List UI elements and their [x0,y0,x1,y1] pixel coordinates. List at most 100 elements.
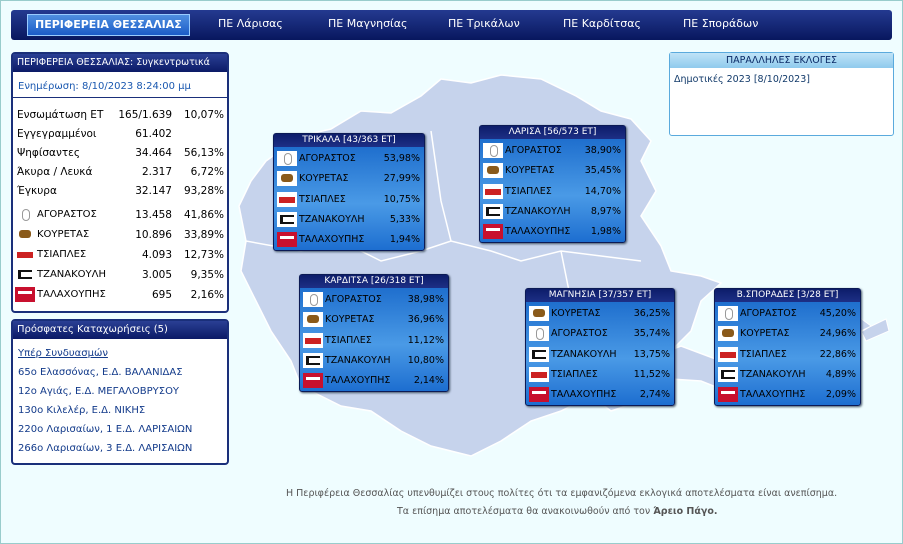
region-box[interactable]: ΜΑΓΝΗΣΙΑ [37/357 ΕΤ] ΚΟΥΡΕΤΑΣ 36,25% ΑΓΟΡΑΣ… [525,288,675,406]
region-box[interactable]: ΛΑΡΙΣΑ [56/573 ΕΤ] ΑΓΟΡΑΣΤΟΣ 38,90% ΚΟΥΡΕΤΑ… [479,125,626,243]
logo-mark [485,188,501,195]
candidate-logo [15,287,35,302]
logo-mark [487,166,499,175]
recent-item[interactable]: 12ο Αγιάς, Ε.Δ. ΜΕΓΑΛΟΒΡΥΣΟΥ [18,386,180,397]
recent-title: Πρόσφατες Καταχωρήσεις (5) [13,321,227,339]
candidate-name: ΤΣΙΑΠΛΕΣ [505,185,552,197]
candidate-logo [303,312,323,328]
region-box[interactable]: ΚΑΡΔΙΤΣΑ [26/318 ΕΤ] ΑΓΟΡΑΣΤΟΣ 38,98% ΚΟΥΡΕ… [299,274,449,392]
candidate-logo [303,332,323,348]
logo-mark [17,252,33,258]
logo-mark [721,369,735,379]
logo-mark [533,309,545,317]
logo-mark [532,349,546,359]
logo-mark [536,328,544,341]
candidate-pct: 2,74% [639,389,670,401]
candidate-pct: 11,12% [407,334,444,346]
candidate-logo [15,267,35,282]
footer-note: Η Περιφέρεια Θεσσαλίας υπενθυμίζει στους… [286,488,838,499]
candidate-logo [529,306,549,321]
logo-mark [486,206,500,216]
candidate-votes: 13.458 [135,209,172,221]
candidate-name: ΚΟΥΡΕΤΑΣ [505,165,555,177]
candidate-pct: 13,75% [633,348,670,360]
candidate-name: ΚΟΥΡΕΤΑΣ [740,328,790,340]
recent-item[interactable]: 65ο Ελασσόνας, Ε.Δ. ΒΑΛΑΝΙΔΑΣ [18,367,183,378]
divider [13,97,227,98]
logo-mark [18,291,32,294]
candidate-logo [483,183,503,199]
candidate-pct: 35,45% [584,165,621,177]
candidate-votes: 695 [151,289,172,301]
candidate-logo [529,366,549,382]
parallel-item[interactable]: Δημοτικές 2023 [8/10/2023] [674,74,810,85]
candidate-name: ΤΣΙΑΠΛΕΣ [37,249,87,260]
recent-item[interactable]: 130ο Κιλελέρ, Ε.Δ. ΝΙΚΗΣ [18,405,146,416]
candidate-logo [303,352,323,368]
logo-mark [19,230,31,238]
stat-label: Ψηφίσαντες [17,147,80,159]
parallel-panel: ΠΑΡΑΛΛΗΛΕΣ ΕΚΛΟΓΕΣ Δημοτικές 2023 [8/10/2… [669,52,894,136]
candidate-name: ΚΟΥΡΕΤΑΣ [299,173,349,185]
candidate-logo [303,292,323,307]
nav-tab[interactable]: ΠΕ Τρικάλων [448,17,520,30]
stat-label: Εγγεγραμμένοι [17,128,97,140]
nav-tab[interactable]: ΠΕ Σποράδων [683,17,759,30]
update-time: Ενημέρωση: 8/10/2023 8:24:00 μμ [18,81,191,92]
stat-label: Έγκυρα [17,185,57,197]
candidate-pct: 36,96% [407,314,444,326]
region-box[interactable]: ΤΡΙΚΑΛΑ [43/363 ΕΤ] ΑΓΟΡΑΣΤΟΣ 53,98% ΚΟΥΡΕΤ… [273,133,425,251]
candidate-logo [483,203,503,219]
recent-item[interactable]: 220ο Λαρισαίων, 1 Ε.Δ. ΛΑΡΙΣΑΙΩΝ [18,424,193,435]
nav-tab[interactable]: ΠΕ Λάρισας [218,17,283,30]
candidate-pct: 1,98% [590,226,621,238]
footer-note: Τα επίσημα αποτελέσματα θα ανακοινωθούν … [397,506,718,517]
candidate-logo [15,247,35,262]
region-title: ΛΑΡΙΣΑ [56/573 ΕΤ] [480,126,625,139]
candidate-pct: 2,16% [190,289,224,301]
stat-value: 61.402 [135,128,172,140]
candidate-name: ΑΓΟΡΑΣΤΟΣ [551,328,608,340]
stat-pct: 6,72% [190,166,224,178]
candidate-name: ΤΑΛΑΧΟΥΠΗΣ [505,226,571,238]
logo-mark [305,337,321,344]
candidate-name: ΤΖΑΝΑΚΟΥΛΗ [299,213,365,225]
logo-mark [22,209,30,221]
candidate-pct: 10,75% [383,193,420,205]
footer-bold: Άρειο Πάγο. [653,506,718,517]
candidate-logo [718,326,738,342]
logo-mark [490,145,498,157]
logo-mark [721,391,735,395]
candidate-name: ΤΖΑΝΑΚΟΥΛΗ [740,368,806,380]
candidate-pct: 24,96% [819,328,856,340]
nav-tab[interactable]: ΠΕ Καρδίτσας [563,17,641,30]
candidate-pct: 2,14% [413,375,444,387]
candidate-name: ΤΖΑΝΑΚΟΥΛΗ [37,269,107,280]
candidate-pct: 14,70% [584,185,621,197]
candidate-logo [15,227,35,242]
stat-value: 32.147 [135,185,172,197]
candidate-pct: 22,86% [819,348,856,360]
logo-mark [532,391,546,395]
logo-mark [310,294,318,306]
recent-item[interactable]: 266ο Λαρισαίων, 3 Ε.Δ. ΛΑΡΙΣΑΙΩΝ [18,443,193,454]
candidate-name: ΤΑΛΑΧΟΥΠΗΣ [299,234,365,246]
candidate-pct: 8,97% [590,205,621,217]
logo-mark [306,355,320,365]
logo-mark [307,315,319,324]
candidate-name: ΤΖΑΝΑΚΟΥΛΗ [551,348,617,360]
recent-panel: Πρόσφατες Καταχωρήσεις (5) Υπέρ Συνδυασμώ… [11,319,229,465]
candidate-name: ΤΑΛΑΧΟΥΠΗΣ [37,289,106,300]
nav-tab[interactable]: ΠΕΡΙΦΕΡΕΙΑ ΘΕΣΣΑΛΙΑΣ [27,14,190,36]
candidate-name: ΤΣΙΑΠΛΕΣ [299,193,346,205]
candidate-name: ΤΑΛΑΧΟΥΠΗΣ [325,375,391,387]
logo-mark [284,153,292,165]
nav-tab[interactable]: ΠΕ Μαγνησίας [328,17,408,30]
region-box[interactable]: Β.ΣΠΟΡΑΔΕΣ [3/28 ΕΤ] ΑΓΟΡΑΣΤΟΣ 45,20% ΚΟΥΡΕ… [714,288,861,406]
candidate-logo [483,224,503,240]
candidate-name: ΑΓΟΡΑΣΤΟΣ [299,153,356,164]
candidate-name: ΤΣΙΑΠΛΕΣ [325,334,372,346]
candidate-logo [277,232,297,248]
stat-value: 34.464 [135,147,172,159]
